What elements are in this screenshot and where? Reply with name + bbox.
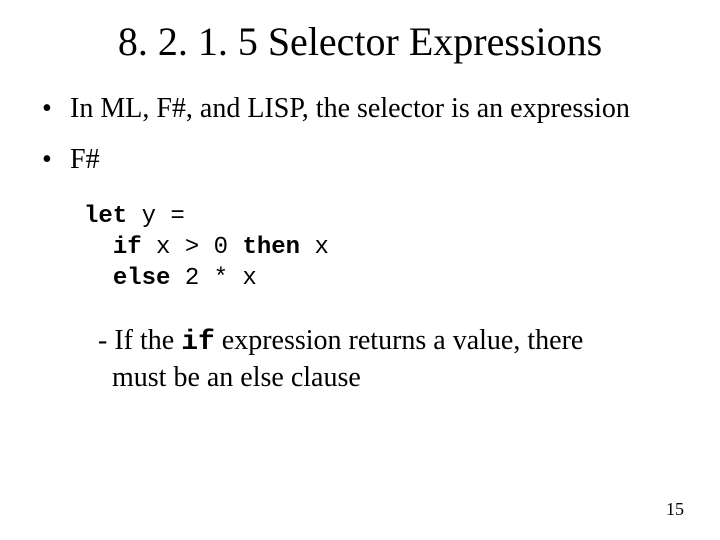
- code-text: y =: [127, 203, 185, 230]
- code-indent: [84, 234, 113, 261]
- note-prefix: - If the: [98, 325, 181, 356]
- code-text: x > 0: [142, 234, 243, 261]
- code-keyword-then: then: [242, 234, 300, 261]
- code-keyword-let: let: [84, 203, 127, 230]
- code-block: let y = if x > 0 then x else 2 * x: [84, 201, 660, 295]
- note-text: - If the if expression returns a value, …: [98, 323, 600, 395]
- code-indent: [84, 265, 113, 292]
- slide-title: 8. 2. 1. 5 Selector Expressions: [0, 0, 720, 75]
- code-text: x: [300, 234, 329, 261]
- page-number: 15: [666, 499, 684, 520]
- bullet-item: • In ML, F#, and LISP, the selector is a…: [42, 91, 660, 126]
- bullet-dot: •: [42, 91, 70, 126]
- slide: 8. 2. 1. 5 Selector Expressions • In ML,…: [0, 0, 720, 540]
- bullet-item: • F#: [42, 142, 660, 177]
- code-text: 2 * x: [170, 265, 256, 292]
- code-keyword-else: else: [113, 265, 171, 292]
- code-keyword-if: if: [113, 234, 142, 261]
- slide-body: • In ML, F#, and LISP, the selector is a…: [0, 91, 720, 395]
- bullet-dot: •: [42, 142, 70, 177]
- bullet-text: In ML, F#, and LISP, the selector is an …: [70, 91, 630, 126]
- note-keyword-if: if: [181, 327, 215, 358]
- bullet-text: F#: [70, 142, 100, 177]
